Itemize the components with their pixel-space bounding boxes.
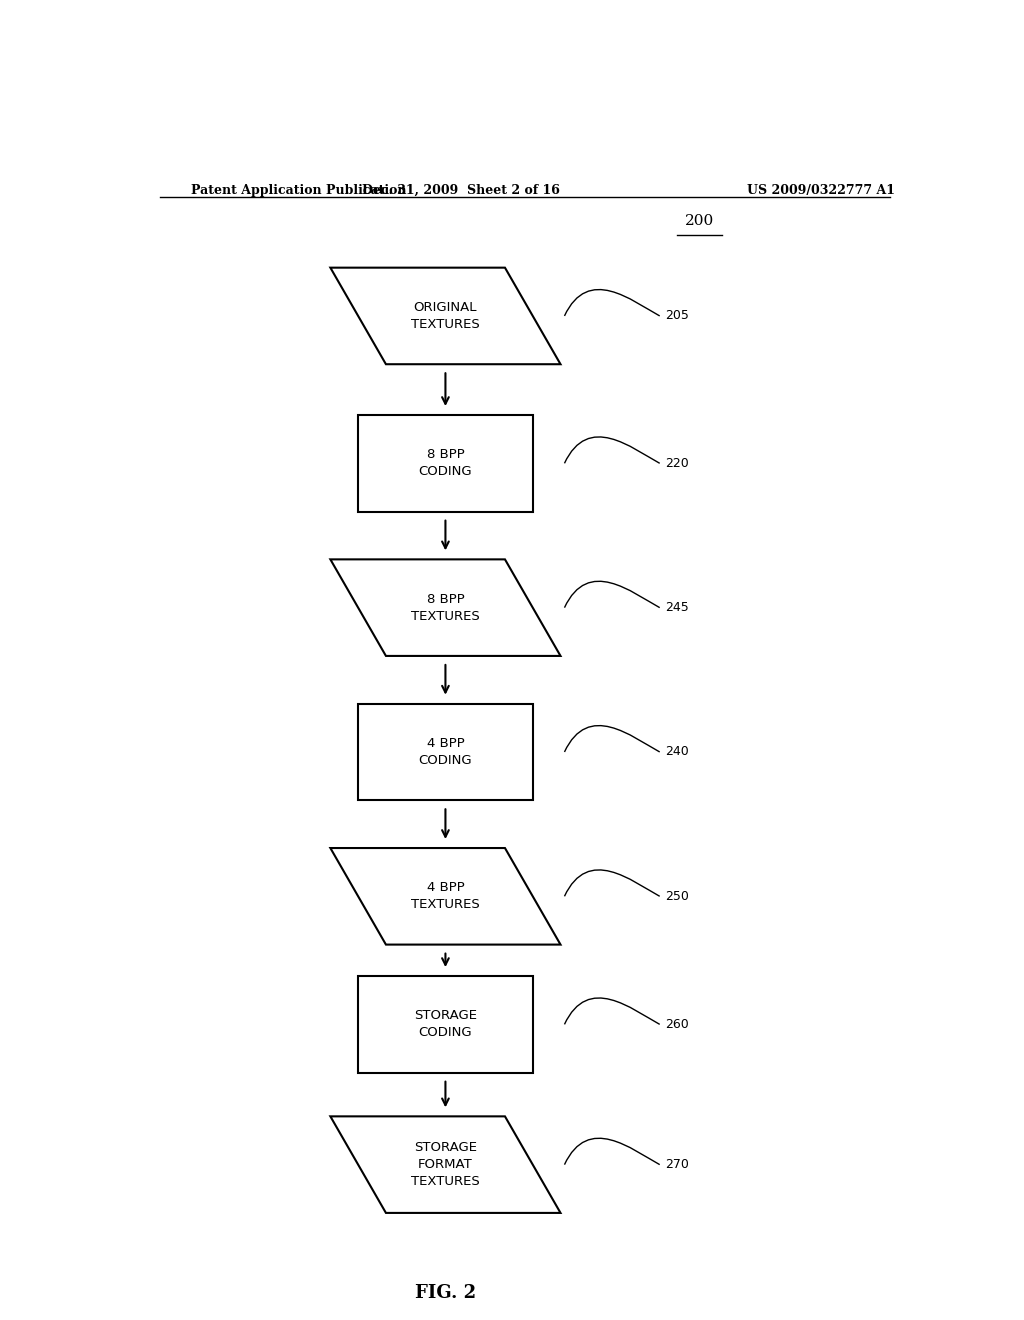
Bar bbox=[358, 704, 532, 800]
Bar bbox=[358, 414, 532, 512]
Text: FIG. 2: FIG. 2 bbox=[415, 1284, 476, 1302]
Text: 270: 270 bbox=[666, 1158, 689, 1171]
Polygon shape bbox=[331, 1117, 560, 1213]
Polygon shape bbox=[331, 268, 560, 364]
Text: 8 BPP
CODING: 8 BPP CODING bbox=[419, 449, 472, 478]
Text: 8 BPP
TEXTURES: 8 BPP TEXTURES bbox=[411, 593, 480, 623]
Text: STORAGE
FORMAT
TEXTURES: STORAGE FORMAT TEXTURES bbox=[411, 1140, 480, 1188]
Text: 205: 205 bbox=[666, 309, 689, 322]
Polygon shape bbox=[331, 560, 560, 656]
Text: 4 BPP
TEXTURES: 4 BPP TEXTURES bbox=[411, 882, 480, 911]
Text: 4 BPP
CODING: 4 BPP CODING bbox=[419, 737, 472, 767]
Text: Patent Application Publication: Patent Application Publication bbox=[191, 183, 407, 197]
Text: Dec. 31, 2009  Sheet 2 of 16: Dec. 31, 2009 Sheet 2 of 16 bbox=[362, 183, 560, 197]
Text: 200: 200 bbox=[685, 214, 714, 228]
Polygon shape bbox=[331, 847, 560, 945]
Text: STORAGE
CODING: STORAGE CODING bbox=[414, 1010, 477, 1039]
Text: 245: 245 bbox=[666, 601, 689, 614]
Text: 250: 250 bbox=[666, 890, 689, 903]
Text: 220: 220 bbox=[666, 457, 689, 470]
Text: 260: 260 bbox=[666, 1018, 689, 1031]
Text: ORIGINAL
TEXTURES: ORIGINAL TEXTURES bbox=[411, 301, 480, 331]
Text: 240: 240 bbox=[666, 746, 689, 759]
Bar bbox=[358, 975, 532, 1073]
Text: US 2009/0322777 A1: US 2009/0322777 A1 bbox=[748, 183, 895, 197]
